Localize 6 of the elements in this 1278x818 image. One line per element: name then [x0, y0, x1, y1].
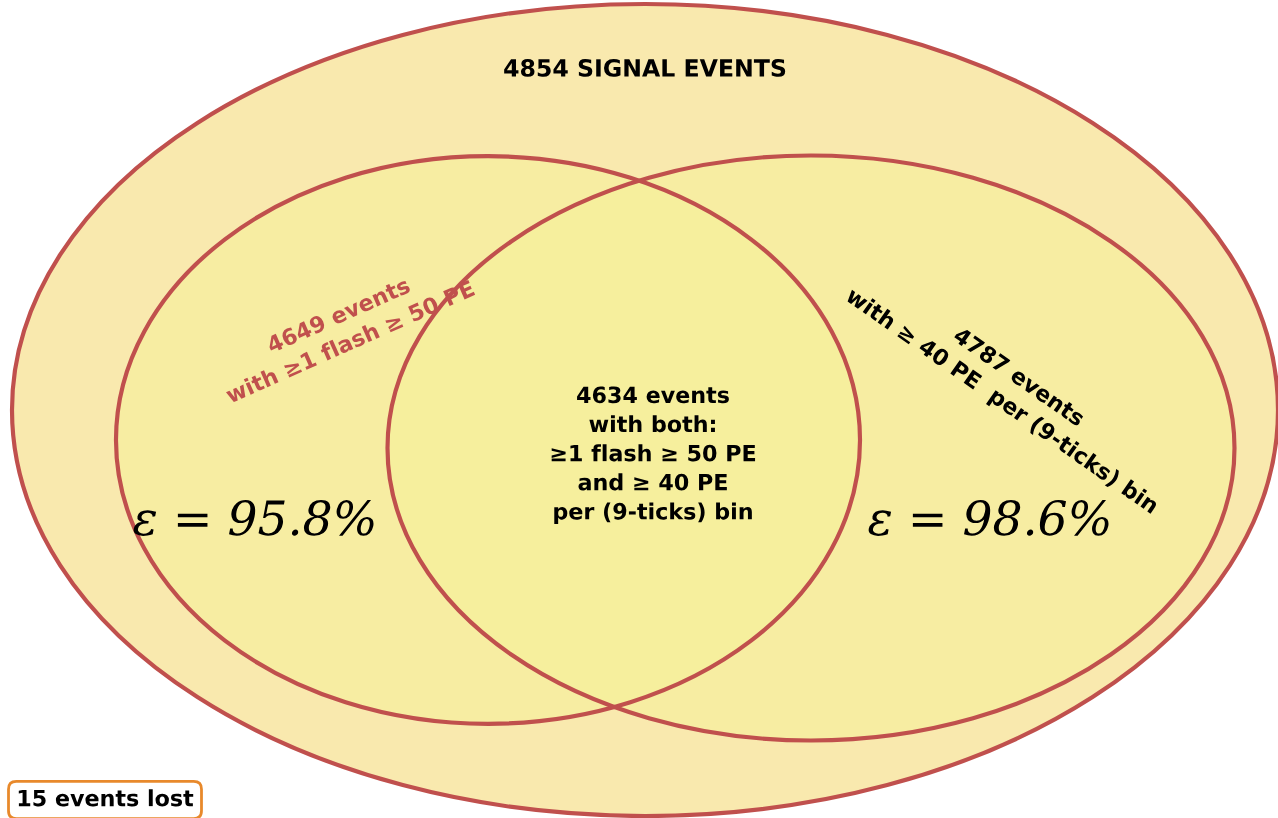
- text: 15 events lost: [18, 789, 194, 807]
- category-label: with both: ≥1 flash ≥ 50 PE and ≥ 40 PE per (9-ticks) bin: [551, 415, 756, 524]
- text: ε = 98.6%: [868, 499, 1109, 536]
- text: 4854 SIGNAL EVENTS: [504, 58, 786, 77]
- text: ε = 95.8%: [133, 499, 374, 536]
- data-label: 4634 events: [577, 386, 729, 404]
